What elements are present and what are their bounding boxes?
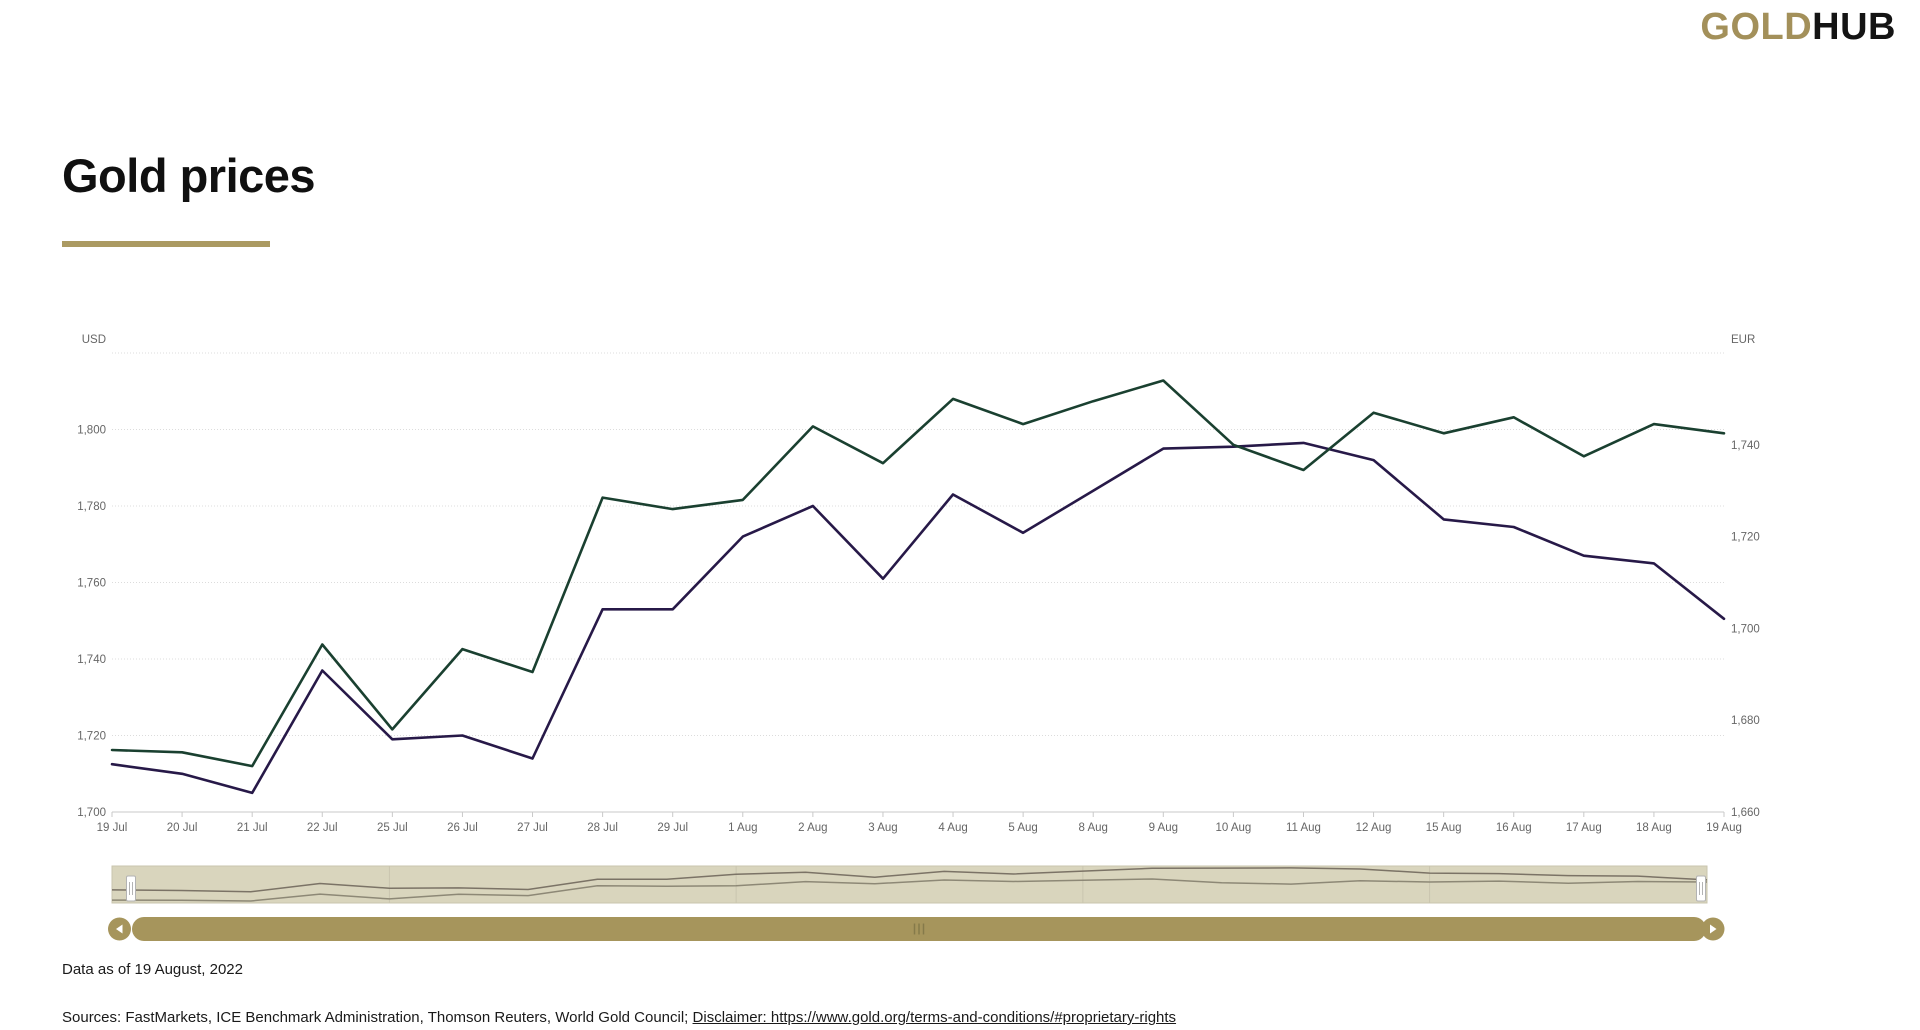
right-axis-labels: 1,660 1,680 1,700 1,720 1,740 EUR xyxy=(1731,334,1760,819)
navigator-scroll-left-button[interactable] xyxy=(108,917,131,941)
series-usd-line xyxy=(110,441,1726,795)
x-tick-label: 18 Aug xyxy=(1636,822,1672,834)
navigator[interactable] xyxy=(111,865,1708,904)
x-tick-label: 2 Aug xyxy=(798,822,827,834)
data-as-of-note: Data as of 19 August, 2022 xyxy=(62,961,243,978)
left-arrow-icon xyxy=(116,924,123,934)
gridlines xyxy=(112,352,1724,813)
x-tick-label: 12 Aug xyxy=(1356,822,1392,834)
left-axis-tick-label: 1,740 xyxy=(77,654,106,666)
left-axis-labels: 1,700 1,720 1,740 1,760 1,780 1,800 USD xyxy=(77,334,106,819)
x-tick-label: 5 Aug xyxy=(1008,822,1037,834)
left-axis-tick-label: 1,800 xyxy=(77,425,106,437)
scrollbar-grip-icon[interactable] xyxy=(913,923,925,935)
goldhub-logo-hub: HUB xyxy=(1812,6,1896,48)
x-tick-label: 22 Jul xyxy=(307,822,338,834)
x-tick-label: 29 Jul xyxy=(657,822,688,834)
x-tick-label: 4 Aug xyxy=(938,822,967,834)
x-tick-label: 27 Jul xyxy=(517,822,548,834)
x-tick-label: 21 Jul xyxy=(237,822,268,834)
right-arrow-icon xyxy=(1710,924,1717,934)
x-tick-label: 25 Jul xyxy=(377,822,408,834)
x-tick-label: 11 Aug xyxy=(1286,822,1321,834)
navigator-scroll-right-button[interactable] xyxy=(1701,917,1725,941)
x-tick-label: 19 Aug xyxy=(1706,822,1742,834)
x-tick-label: 19 Jul xyxy=(97,822,128,834)
right-axis-tick-label: 1,700 xyxy=(1731,623,1760,635)
navigator-series-eur xyxy=(111,878,1708,902)
title-underline xyxy=(62,241,270,247)
navigator-handle-right[interactable] xyxy=(1696,875,1706,902)
right-axis-tick-label: 1,720 xyxy=(1731,532,1760,544)
left-axis-tick-label: 1,720 xyxy=(77,731,106,743)
x-tick-label: 1 Aug xyxy=(728,822,757,834)
x-tick-label: 9 Aug xyxy=(1149,822,1178,834)
x-tick-label: 26 Jul xyxy=(447,822,478,834)
navigator-series-usd xyxy=(111,867,1708,893)
x-tick-label: 17 Aug xyxy=(1566,822,1602,834)
navigator-handle-left[interactable] xyxy=(126,875,136,902)
x-tick-label: 3 Aug xyxy=(868,822,897,834)
left-axis-tick-label: 1,700 xyxy=(77,807,106,819)
right-axis-tick-label: 1,680 xyxy=(1731,715,1760,727)
navigator-band[interactable] xyxy=(111,865,1708,904)
left-axis-tick-label: 1,760 xyxy=(77,578,106,590)
disclaimer-link[interactable]: Disclaimer: https://www.gold.org/terms-a… xyxy=(692,1009,1177,1026)
sources-text: Sources: FastMarkets, ICE Benchmark Admi… xyxy=(62,1009,693,1026)
goldhub-logo: GOLDHUB xyxy=(1700,6,1896,49)
goldhub-logo-gold: GOLD xyxy=(1700,6,1813,48)
x-tick-label: 10 Aug xyxy=(1215,822,1251,834)
x-tick-label: 20 Jul xyxy=(167,822,198,834)
x-tick-label: 28 Jul xyxy=(587,822,618,834)
sources-note: Sources: FastMarkets, ICE Benchmark Admi… xyxy=(62,1009,1176,1026)
left-axis-tick-label: 1,780 xyxy=(77,501,106,513)
left-axis-title: USD xyxy=(82,334,106,346)
x-tick-label: 15 Aug xyxy=(1426,822,1462,834)
x-axis-labels: 19 Jul 20 Jul 21 Jul 22 Jul 25 Jul 26 Jul 27 J… xyxy=(97,812,1742,834)
right-axis-tick-label: 1,740 xyxy=(1731,440,1760,452)
page-title: Gold prices xyxy=(62,149,316,202)
x-tick-label: 8 Aug xyxy=(1079,822,1108,834)
x-tick-label: 16 Aug xyxy=(1496,822,1532,834)
series-eur-line xyxy=(110,379,1726,768)
right-axis-tick-label: 1,660 xyxy=(1731,807,1760,819)
right-axis-title: EUR xyxy=(1731,334,1755,346)
